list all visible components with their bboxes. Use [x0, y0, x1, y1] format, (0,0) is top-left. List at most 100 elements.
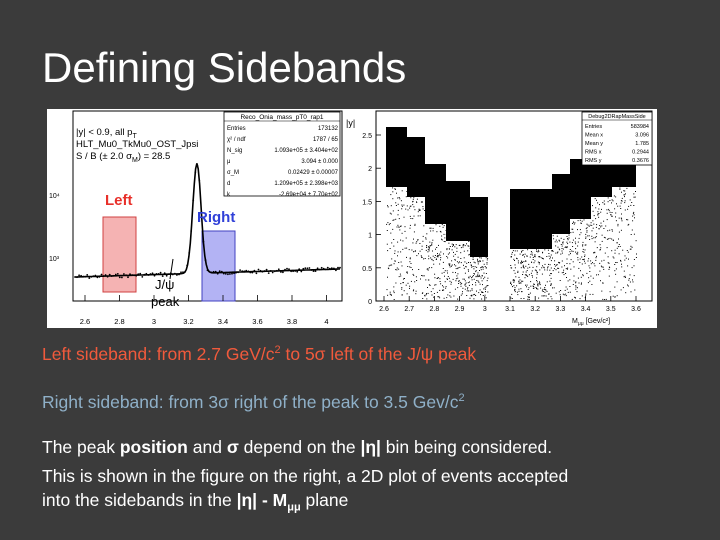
scatter-point [399, 273, 401, 275]
scatter-point [584, 262, 586, 264]
scatter-point [409, 261, 411, 263]
scatter-point [454, 259, 456, 261]
scatter-point [432, 227, 434, 229]
scatter-point [391, 242, 393, 244]
scatter-point [405, 196, 407, 198]
scatter-point [596, 224, 598, 226]
scatter-point [414, 209, 416, 211]
scatter-point [577, 257, 579, 259]
scatter-point [410, 267, 412, 268]
scatter-point [579, 258, 581, 260]
scatter-point [397, 209, 399, 211]
scatter-point [438, 296, 440, 298]
scatter-point [609, 229, 611, 231]
scatter-point [432, 260, 434, 262]
scatter-point [473, 298, 475, 300]
scatter-point [536, 266, 538, 268]
scatter-point [426, 247, 428, 248]
scatter-point [533, 283, 535, 285]
scatter-point [573, 221, 574, 223]
stats-value: 3.096 [635, 133, 649, 139]
scatter-point [625, 193, 626, 195]
scatter-point [615, 220, 617, 222]
scatter-point [443, 297, 445, 299]
scatter-point [452, 271, 454, 273]
scatter-point [579, 298, 581, 300]
scatter-point [511, 253, 513, 255]
scatter-point [626, 219, 628, 221]
scatter-point [407, 282, 409, 284]
scatter-point [569, 279, 571, 281]
scatter-point [591, 224, 593, 226]
scatter-point [400, 251, 402, 253]
scatter-point [455, 244, 457, 246]
scatter-point [577, 287, 578, 289]
scatter-point [561, 252, 563, 254]
scatter-point [554, 260, 556, 262]
scatter-point [602, 282, 604, 284]
scatter-point [541, 295, 543, 297]
scatter-point [556, 264, 557, 266]
cut-line-1: |y| < 0.9, all pT [76, 127, 137, 140]
scatter-point [448, 277, 450, 279]
scatter-point [428, 267, 430, 269]
scatter-point [612, 256, 614, 258]
scatter-point [582, 259, 584, 261]
scatter-point [532, 276, 533, 278]
cut-line-2: HLT_Mu0_TkMu0_OST_Jpsi [76, 139, 198, 150]
scatter-point [569, 263, 571, 265]
density-cell [531, 189, 534, 249]
scatter-point [397, 214, 399, 216]
scatter-point [448, 263, 450, 265]
scatter-point [469, 297, 471, 299]
scatter-point [544, 249, 546, 251]
scatter-point [430, 227, 432, 229]
scatter-point [532, 257, 534, 258]
fit-curve [75, 163, 340, 278]
scatter-point [421, 248, 423, 250]
scatter-point [530, 281, 532, 283]
scatter-point [561, 250, 563, 252]
scatter-point [486, 285, 488, 287]
scatter-point [485, 273, 487, 274]
scatter-point [414, 250, 416, 252]
scatter-point [485, 297, 487, 299]
scatter-point [424, 258, 426, 259]
scatter-point [539, 281, 540, 283]
scatter-point [548, 293, 550, 295]
scatter-point [601, 266, 603, 268]
histogram-point [151, 272, 154, 275]
right-label: Right [197, 209, 235, 226]
scatter-point [624, 209, 626, 211]
histogram-point [218, 270, 221, 273]
scatter-point [555, 245, 557, 247]
scatter-point [542, 291, 544, 292]
scatter-point [571, 298, 573, 300]
scatter-point [536, 288, 538, 290]
scatter-point [553, 287, 555, 289]
scatter-point [524, 256, 525, 258]
scatter-point [422, 235, 424, 237]
scatter-point [587, 235, 589, 237]
density-cell [561, 174, 564, 234]
scatter-point [525, 265, 527, 267]
histogram-point [127, 276, 129, 279]
scatter-point [513, 258, 515, 260]
scatter-point [464, 272, 466, 274]
scatter-point [590, 222, 592, 224]
scatter-point [588, 258, 590, 260]
density-cell [452, 181, 455, 241]
scatter-point [479, 257, 481, 259]
density-cell [392, 127, 395, 187]
scatter-point [401, 208, 403, 210]
scatter-point [586, 230, 588, 232]
scatter-point [556, 241, 558, 243]
scatter-point [438, 244, 439, 246]
scatter-point [586, 223, 588, 225]
scatter-point [581, 282, 582, 284]
stats-label: Mean x [585, 133, 603, 139]
scatter-point [510, 267, 512, 269]
scatter-point [410, 280, 412, 282]
scatter-point [477, 274, 479, 276]
scatter-point [432, 239, 434, 241]
